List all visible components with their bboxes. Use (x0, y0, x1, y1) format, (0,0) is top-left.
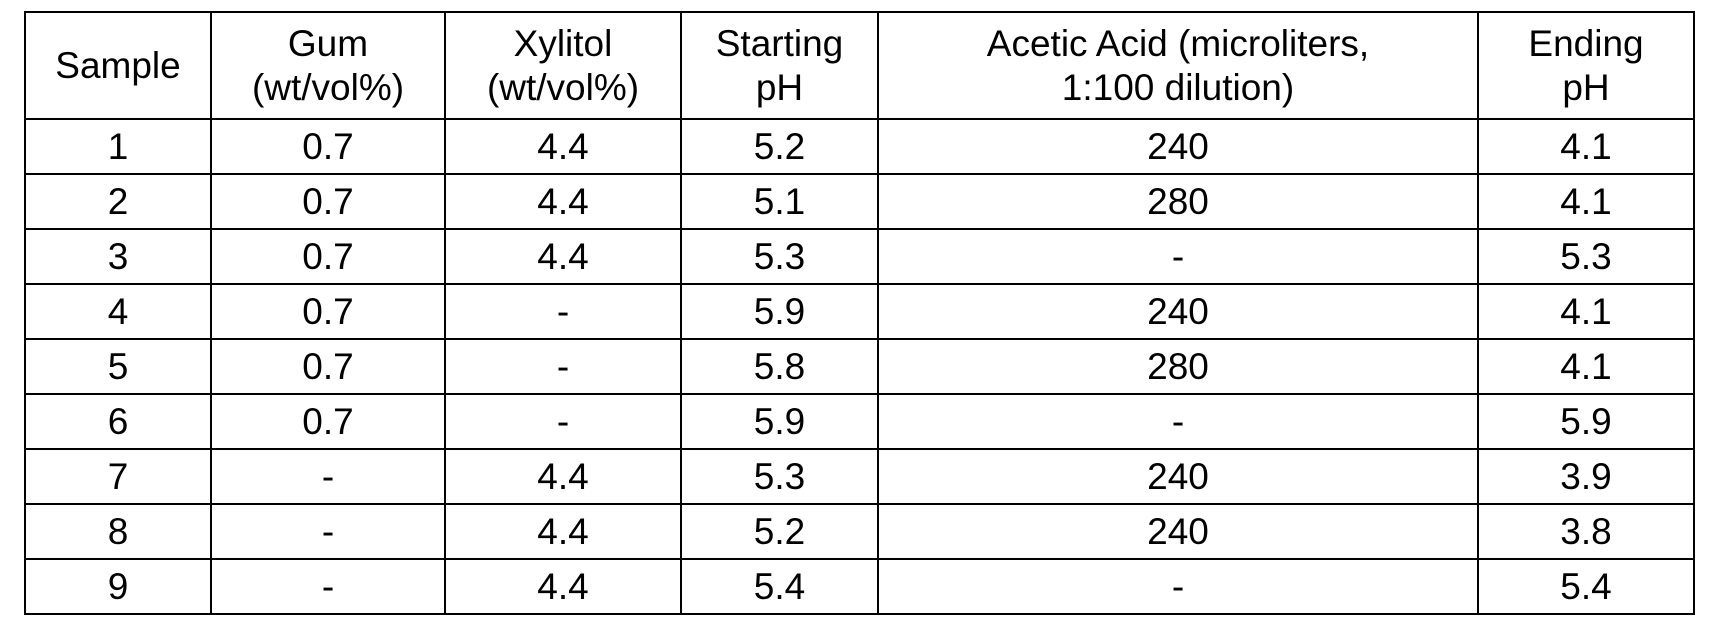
table-cell: 280 (878, 339, 1478, 394)
table-cell: 0.7 (211, 339, 445, 394)
header-cell: Acetic Acid (microliters,1:100 dilution) (878, 12, 1478, 119)
table-cell: 5.8 (681, 339, 878, 394)
table-cell: 3 (25, 229, 211, 284)
table-cell: - (211, 559, 445, 614)
table-cell: 240 (878, 504, 1478, 559)
table-cell: 5.3 (681, 449, 878, 504)
table-cell: 9 (25, 559, 211, 614)
table-row: 7-4.45.32403.9 (25, 449, 1694, 504)
table-cell: 5.3 (1478, 229, 1694, 284)
header-cell: StartingpH (681, 12, 878, 119)
table-cell: 5.9 (681, 284, 878, 339)
table-cell: 5.2 (681, 119, 878, 174)
table-cell: 0.7 (211, 119, 445, 174)
table-cell: 4.1 (1478, 174, 1694, 229)
table-cell: 4.1 (1478, 284, 1694, 339)
table-cell: 5.2 (681, 504, 878, 559)
table-cell: 4.4 (445, 174, 681, 229)
header-line: Gum (212, 22, 444, 66)
header-line: Acetic Acid (microliters, (879, 22, 1477, 66)
table-cell: 5.9 (1478, 394, 1694, 449)
table-row: 10.74.45.22404.1 (25, 119, 1694, 174)
table-cell: 4.1 (1478, 119, 1694, 174)
table-cell: 0.7 (211, 229, 445, 284)
table-cell: 5 (25, 339, 211, 394)
table-cell: 0.7 (211, 394, 445, 449)
header-line: Sample (26, 44, 210, 88)
table-cell: 5.9 (681, 394, 878, 449)
header-line: 1:100 dilution) (879, 66, 1477, 110)
table-row: 30.74.45.3-5.3 (25, 229, 1694, 284)
table-cell: 5.1 (681, 174, 878, 229)
table-cell: 240 (878, 284, 1478, 339)
header-line: (wt/vol%) (212, 66, 444, 110)
table-cell: - (445, 284, 681, 339)
table-cell: 8 (25, 504, 211, 559)
page: SampleGum(wt/vol%)Xylitol(wt/vol%)Starti… (0, 0, 1719, 629)
table-cell: 240 (878, 119, 1478, 174)
table-cell: 0.7 (211, 284, 445, 339)
header-cell: EndingpH (1478, 12, 1694, 119)
data-table: SampleGum(wt/vol%)Xylitol(wt/vol%)Starti… (24, 11, 1695, 615)
table-cell: - (878, 229, 1478, 284)
table-cell: 3.9 (1478, 449, 1694, 504)
table-cell: - (211, 449, 445, 504)
table-cell: 2 (25, 174, 211, 229)
header-line: pH (682, 66, 877, 110)
table-cell: - (878, 559, 1478, 614)
table-cell: - (211, 504, 445, 559)
table-cell: 5.3 (681, 229, 878, 284)
table-cell: 5.4 (1478, 559, 1694, 614)
table-cell: 4.4 (445, 504, 681, 559)
table-row: 8-4.45.22403.8 (25, 504, 1694, 559)
table-cell: - (445, 394, 681, 449)
table-row: 9-4.45.4-5.4 (25, 559, 1694, 614)
table-cell: 4.4 (445, 559, 681, 614)
table-cell: 3.8 (1478, 504, 1694, 559)
table-row: 40.7-5.92404.1 (25, 284, 1694, 339)
table-cell: 5.4 (681, 559, 878, 614)
table-cell: 4 (25, 284, 211, 339)
header-line: Xylitol (446, 22, 680, 66)
table-cell: - (878, 394, 1478, 449)
table-body: 10.74.45.22404.120.74.45.12804.130.74.45… (25, 119, 1694, 614)
header-cell: Gum(wt/vol%) (211, 12, 445, 119)
table-container: SampleGum(wt/vol%)Xylitol(wt/vol%)Starti… (24, 11, 1695, 615)
table-cell: - (445, 339, 681, 394)
header-line: Starting (682, 22, 877, 66)
header-cell: Sample (25, 12, 211, 119)
table-cell: 7 (25, 449, 211, 504)
table-cell: 240 (878, 449, 1478, 504)
table-cell: 280 (878, 174, 1478, 229)
header-line: (wt/vol%) (446, 66, 680, 110)
table-cell: 4.1 (1478, 339, 1694, 394)
table-row: 20.74.45.12804.1 (25, 174, 1694, 229)
table-cell: 6 (25, 394, 211, 449)
table-cell: 4.4 (445, 229, 681, 284)
table-row: 60.7-5.9-5.9 (25, 394, 1694, 449)
header-cell: Xylitol(wt/vol%) (445, 12, 681, 119)
table-cell: 4.4 (445, 119, 681, 174)
table-cell: 4.4 (445, 449, 681, 504)
header-line: Ending (1479, 22, 1693, 66)
table-cell: 1 (25, 119, 211, 174)
header-row: SampleGum(wt/vol%)Xylitol(wt/vol%)Starti… (25, 12, 1694, 119)
header-line: pH (1479, 66, 1693, 110)
table-row: 50.7-5.82804.1 (25, 339, 1694, 394)
table-cell: 0.7 (211, 174, 445, 229)
